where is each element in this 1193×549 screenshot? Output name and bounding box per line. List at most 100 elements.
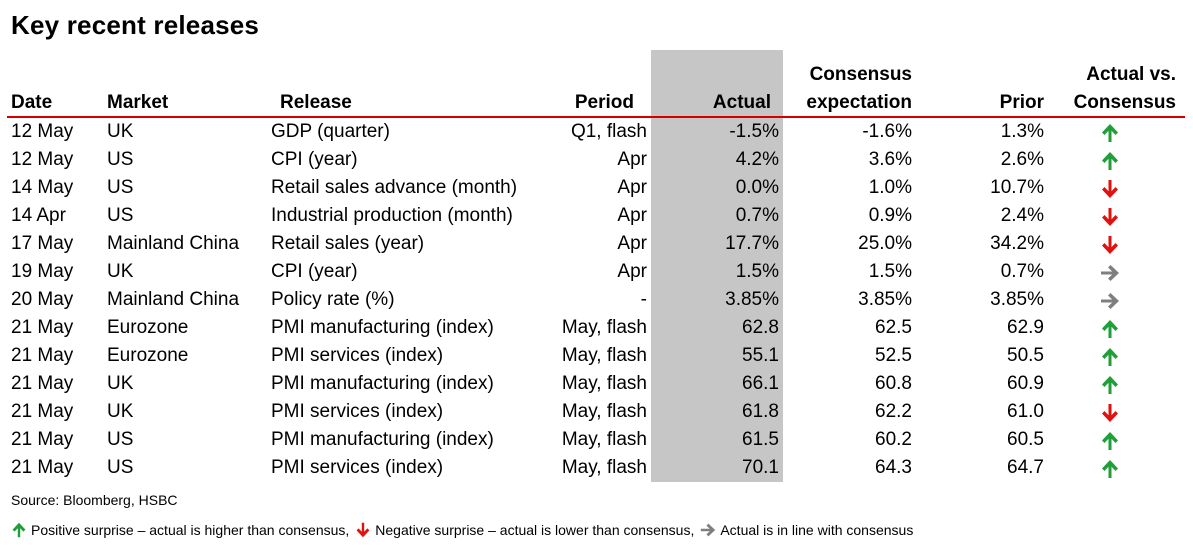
table-row: 21 May UK PMI manufacturing (index) May, fl… (0, 370, 1193, 398)
header-consensus-line1: Consensus (809, 64, 912, 85)
cell-consensus: 1.0% (868, 177, 912, 198)
legend-text: Actual is in line with consensus (720, 522, 914, 538)
cell-consensus: 0.9% (868, 205, 912, 226)
legend-text: Positive surprise – actual is higher tha… (31, 522, 350, 538)
arrow-up-icon (1100, 426, 1122, 454)
legend-item: Negative surprise – actual is lower than… (355, 522, 694, 538)
cell-actual: 61.5 (742, 429, 779, 450)
cell-actual: 70.1 (742, 457, 779, 478)
cell-market: Mainland China (107, 289, 240, 310)
cell-release: PMI services (index) (271, 401, 444, 422)
cell-release: CPI (year) (271, 261, 358, 282)
cell-market: US (107, 429, 134, 450)
header-period: Period (574, 92, 634, 113)
table-row: 21 May US PMI services (index) May, flash 70… (0, 454, 1193, 482)
cell-consensus: 3.6% (868, 149, 912, 170)
header-actual: Actual (712, 92, 771, 113)
cell-prior: 1.3% (1000, 121, 1044, 142)
table-row: 17 May Mainland China Retail sales (year) A… (0, 230, 1193, 258)
table-row: 19 May UK CPI (year) Apr 1.5% 1.5% 0.7% (0, 258, 1193, 286)
cell-actual: 3.85% (725, 289, 779, 310)
cell-market: US (107, 457, 134, 478)
arrow-up-icon (1100, 146, 1122, 174)
cell-prior: 10.7% (990, 177, 1044, 198)
arrow-up-icon (1100, 342, 1122, 370)
cell-actual: 55.1 (742, 345, 779, 366)
cell-release: Policy rate (%) (271, 289, 395, 310)
arrow-right-icon (700, 522, 720, 538)
legend-text: Negative surprise – actual is lower than… (375, 522, 695, 538)
arrow-down-icon (1100, 174, 1122, 202)
cell-actual: 66.1 (742, 373, 779, 394)
cell-market: UK (107, 401, 134, 422)
cell-release: PMI manufacturing (index) (271, 317, 494, 338)
cell-consensus: 62.5 (875, 317, 912, 338)
actual-column-highlight (651, 50, 783, 482)
cell-consensus: 3.85% (858, 289, 912, 310)
cell-period: May, flash (561, 457, 647, 478)
cell-consensus: 62.2 (875, 401, 912, 422)
arrow-up-icon (11, 522, 31, 538)
cell-release: PMI manufacturing (index) (271, 429, 494, 450)
cell-release: Industrial production (month) (271, 205, 513, 226)
cell-prior: 62.9 (1007, 317, 1044, 338)
cell-actual: 17.7% (725, 233, 779, 254)
cell-actual: 4.2% (735, 149, 779, 170)
table-row: 14 May US Retail sales advance (month) Apr 0… (0, 174, 1193, 202)
cell-prior: 50.5 (1007, 345, 1044, 366)
cell-release: PMI manufacturing (index) (271, 373, 494, 394)
header-vs-line1: Actual vs. (1086, 64, 1176, 85)
cell-prior: 2.6% (1000, 149, 1044, 170)
cell-date: 19 May (11, 261, 74, 282)
cell-date: 21 May (11, 373, 74, 394)
cell-market: UK (107, 121, 134, 142)
cell-release: PMI services (index) (271, 457, 444, 478)
cell-period: May, flash (561, 429, 647, 450)
cell-date: 20 May (11, 289, 74, 310)
cell-market: Eurozone (107, 317, 189, 338)
cell-consensus: 1.5% (868, 261, 912, 282)
cell-date: 21 May (11, 401, 74, 422)
cell-consensus: 64.3 (875, 457, 912, 478)
cell-market: Mainland China (107, 233, 240, 254)
cell-release: Retail sales advance (month) (271, 177, 518, 198)
header-consensus-line2: expectation (806, 92, 912, 113)
cell-market: Eurozone (107, 345, 189, 366)
cell-date: 21 May (11, 345, 74, 366)
cell-date: 12 May (11, 121, 74, 142)
cell-release: GDP (quarter) (271, 121, 390, 142)
cell-date: 17 May (11, 233, 74, 254)
cell-consensus: -1.6% (862, 121, 912, 142)
arrow-up-icon (1100, 314, 1122, 342)
cell-actual: -1.5% (729, 121, 779, 142)
cell-actual: 61.8 (742, 401, 779, 422)
table-row: 14 Apr US Industrial production (month) Apr… (0, 202, 1193, 230)
arrow-down-icon (1100, 230, 1122, 258)
cell-period: - (640, 289, 647, 310)
arrow-right-icon (1100, 258, 1122, 286)
header-rule (7, 116, 1185, 118)
cell-date: 21 May (11, 429, 74, 450)
cell-date: 21 May (11, 457, 74, 478)
arrow-up-icon (1100, 454, 1122, 482)
table-row: 12 May UK GDP (quarter) Q1, flash -1.5% -1.6%… (0, 118, 1193, 146)
table-row: 21 May US PMI manufacturing (index) May, fl… (0, 426, 1193, 454)
cell-prior: 64.7 (1007, 457, 1044, 478)
table-row: 21 May Eurozone PMI services (index) May, f… (0, 342, 1193, 370)
cell-prior: 0.7% (1000, 261, 1044, 282)
cell-actual: 0.0% (735, 177, 779, 198)
cell-period: Apr (617, 205, 647, 226)
cell-market: US (107, 177, 134, 198)
page-title: Key recent releases (11, 10, 260, 40)
header-release: Release (280, 92, 352, 113)
cell-actual: 62.8 (742, 317, 779, 338)
cell-consensus: 60.2 (875, 429, 912, 450)
cell-period: Apr (617, 177, 647, 198)
cell-date: 12 May (11, 149, 74, 170)
cell-period: Apr (617, 261, 647, 282)
cell-market: US (107, 149, 134, 170)
table-row: 20 May Mainland China Policy rate (%) - 3.85… (0, 286, 1193, 314)
legend-item: Actual is in line with consensus (700, 522, 913, 538)
cell-period: May, flash (561, 345, 647, 366)
cell-prior: 61.0 (1007, 401, 1044, 422)
